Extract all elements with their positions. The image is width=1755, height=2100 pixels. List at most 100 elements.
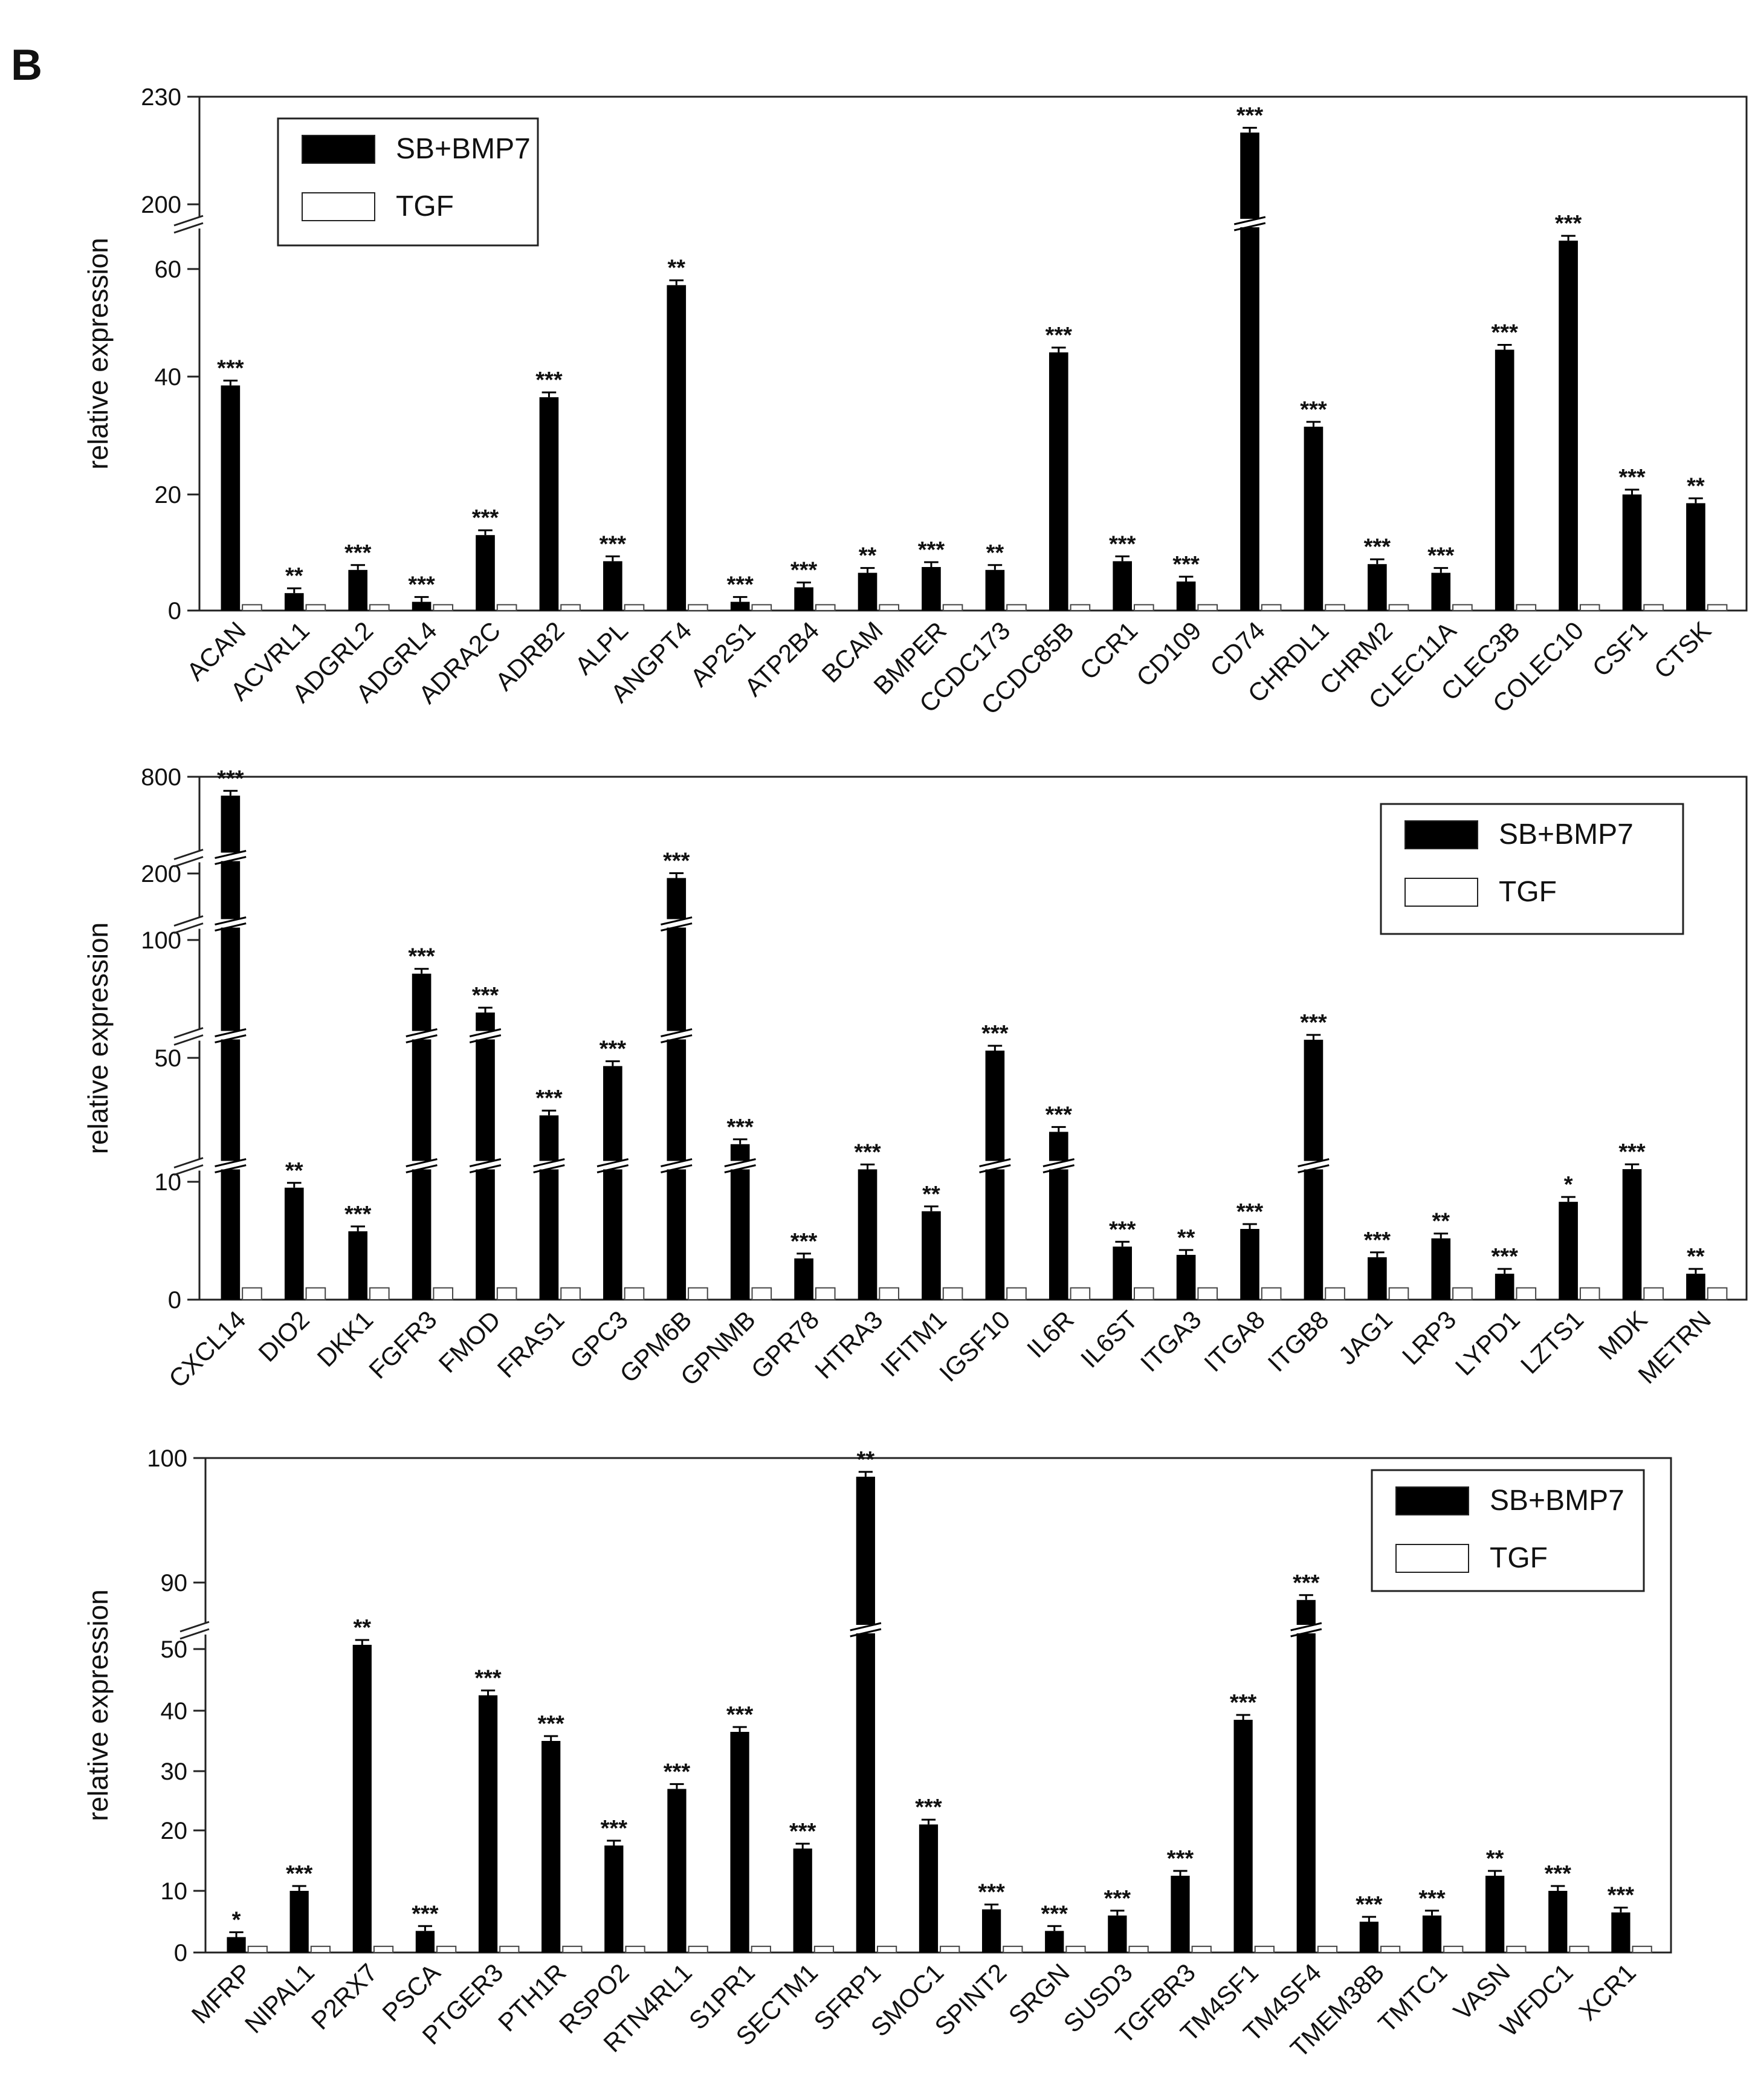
bar-tgf (1006, 1287, 1027, 1300)
y-tick-label: 50 (161, 1636, 188, 1663)
bar-tgf (560, 1287, 581, 1300)
bar-break-mark (1042, 1158, 1075, 1167)
bar-break-mark (979, 1158, 1011, 1167)
significance-label: ** (667, 256, 685, 281)
bar-tgf (305, 1287, 326, 1300)
bar-tgf (436, 1945, 457, 1954)
significance-label: *** (915, 1795, 942, 1820)
bar-break-mark (215, 1158, 247, 1167)
axis-break-mark (173, 1027, 204, 1039)
bar-sb-bmp7 (1171, 1876, 1190, 1953)
bar-tgf (1707, 604, 1728, 612)
bar-sb-bmp7 (604, 1846, 624, 1953)
bar-sb-bmp7 (478, 1695, 498, 1953)
axis-break-mark (173, 222, 204, 234)
category-label: ADRB2 (490, 616, 569, 696)
bar-break-mark (661, 1028, 693, 1037)
bar-tgf (1261, 604, 1282, 612)
significance-label: *** (408, 944, 435, 970)
y-tick-label: 30 (161, 1758, 188, 1785)
bar-sb-bmp7 (1359, 1922, 1378, 1953)
significance-label: *** (790, 558, 818, 583)
bar-sb-bmp7 (1049, 1132, 1068, 1300)
y-tick-label: 90 (161, 1570, 188, 1596)
category-label: FMOD (433, 1305, 506, 1378)
significance-label: ** (859, 543, 877, 569)
bar-tgf (624, 604, 645, 612)
bar-tgf (1128, 1945, 1149, 1954)
bar-sb-bmp7 (1485, 1876, 1505, 1953)
significance-label: *** (1300, 397, 1327, 423)
legend-swatch (1404, 820, 1478, 849)
bar-sb-bmp7 (794, 1258, 813, 1300)
y-tick-label: 0 (174, 1940, 187, 1966)
bar-tgf (1643, 1287, 1664, 1300)
bar-sb-bmp7 (1176, 1254, 1196, 1300)
plot-frame (204, 1457, 1672, 1954)
y-tick-label: 20 (161, 1818, 188, 1844)
y-tick-label: 60 (155, 256, 182, 283)
bar-break-mark (406, 1028, 438, 1037)
significance-label: *** (664, 1759, 691, 1784)
significance-label: *** (472, 983, 499, 1008)
category-label: ITGA8 (1198, 1305, 1270, 1377)
bar-tgf (310, 1945, 331, 1954)
bar-break-mark (1290, 1622, 1322, 1632)
bar-break-mark (1042, 1164, 1075, 1173)
y-tick-label: 100 (147, 1445, 187, 1472)
bar-sb-bmp7 (1431, 572, 1451, 611)
bar-tgf (1516, 1287, 1537, 1300)
bar-tgf (373, 1945, 394, 1954)
bar-tgf (1325, 604, 1345, 612)
bar-break-mark (724, 1158, 756, 1167)
bar-sb-bmp7 (227, 1937, 246, 1953)
panel-label: B (11, 41, 42, 89)
bar-tgf (1452, 1287, 1473, 1300)
bar-break-mark (406, 1164, 438, 1173)
category-label: DIO2 (253, 1305, 315, 1367)
category-label: P2RX7 (306, 1958, 383, 2035)
significance-label: *** (1356, 1892, 1383, 1917)
significance-label: *** (535, 368, 563, 393)
bar-sb-bmp7 (1548, 1891, 1568, 1953)
significance-label: *** (601, 1816, 628, 1841)
significance-label: *** (286, 1861, 313, 1887)
bar-sb-bmp7 (1049, 352, 1068, 611)
category-label: IL6ST (1075, 1305, 1143, 1373)
significance-label: ** (285, 1158, 303, 1184)
bar-sb-bmp7 (1240, 132, 1259, 611)
bar-tgf (942, 604, 963, 612)
bar-sb-bmp7 (1422, 1915, 1442, 1953)
bar-sb-bmp7 (412, 601, 431, 611)
bar-break-mark (215, 916, 247, 925)
y-axis-label: relative expression (82, 238, 114, 470)
legend: SB+BMP7 TGF (1380, 803, 1684, 935)
significance-label: *** (1492, 320, 1519, 346)
category-label: JAG1 (1333, 1305, 1398, 1370)
significance-label: *** (1041, 1901, 1068, 1927)
bar-tgf (1197, 1287, 1218, 1300)
bar-tgf (1134, 1287, 1154, 1300)
significance-label: *** (535, 1086, 563, 1111)
bar-sb-bmp7 (856, 1476, 875, 1953)
significance-label: *** (726, 1702, 754, 1728)
significance-label: *** (1418, 1886, 1446, 1911)
bar-tgf (1006, 604, 1027, 612)
bar-tgf (1380, 1945, 1401, 1954)
bar-sb-bmp7 (667, 878, 687, 1300)
bar-sb-bmp7 (730, 1732, 749, 1953)
legend: SB+BMP7 TGF (1371, 1469, 1645, 1592)
bar-break-mark (596, 1158, 629, 1167)
bar-sb-bmp7 (1176, 582, 1196, 611)
bar-sb-bmp7 (539, 397, 559, 611)
y-tick-label: 50 (155, 1045, 182, 1072)
significance-label: ** (1432, 1209, 1450, 1234)
bar-break-mark (661, 1164, 693, 1173)
bar-break-mark (661, 916, 693, 925)
bar-break-mark (469, 1164, 502, 1173)
y-axis-label: relative expression (82, 922, 114, 1155)
bar-tgf (1443, 1945, 1464, 1954)
bar-sb-bmp7 (1611, 1912, 1631, 1953)
